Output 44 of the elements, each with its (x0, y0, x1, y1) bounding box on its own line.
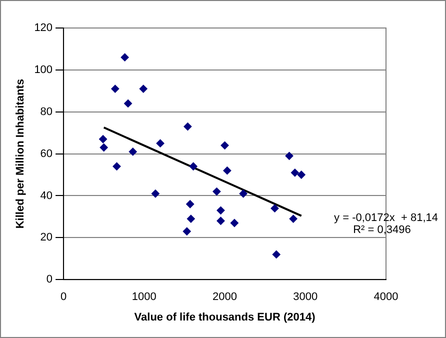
y-tick-label: 60 (40, 148, 53, 160)
point (186, 200, 194, 208)
x-axis-title: Value of life thousands EUR (2014) (134, 311, 316, 324)
point (297, 170, 306, 179)
point (289, 214, 298, 223)
point (112, 162, 121, 170)
x-tick-label: 3000 (293, 291, 318, 304)
point (230, 218, 238, 227)
point (220, 141, 229, 150)
x-tick-label: 0 (60, 291, 67, 304)
x-tick-label: 4000 (374, 291, 398, 304)
point (189, 162, 198, 170)
y-tick-label: 80 (40, 106, 53, 118)
point (182, 227, 191, 236)
y-axis-title: Killed per Million Inhabitants (14, 78, 27, 229)
y-tick-label: 40 (40, 190, 53, 202)
point (290, 168, 299, 177)
y-tick-label: 120 (34, 22, 53, 34)
point (111, 84, 120, 93)
point (128, 148, 137, 156)
point (99, 135, 108, 144)
x-tick-label: 2000 (212, 291, 238, 304)
point (139, 84, 148, 93)
point (156, 139, 164, 148)
point (184, 122, 192, 131)
y-tick-label: 20 (40, 232, 53, 244)
point (186, 214, 195, 223)
point (216, 206, 225, 214)
annotation: y = -0,0172x + 81,14 (334, 212, 438, 224)
point (270, 204, 279, 212)
point (216, 216, 225, 225)
point (223, 166, 232, 175)
point (100, 144, 108, 152)
point (272, 250, 280, 258)
point (151, 190, 160, 198)
point (124, 99, 132, 108)
annotation: R² = 0,3496 (353, 224, 411, 236)
point (120, 53, 129, 62)
point (239, 190, 248, 198)
y-tick-label: 100 (34, 64, 53, 76)
x-tick-label: 1000 (132, 291, 156, 304)
point (285, 152, 294, 160)
y-tick-label: 0 (46, 274, 53, 286)
point (212, 188, 221, 196)
